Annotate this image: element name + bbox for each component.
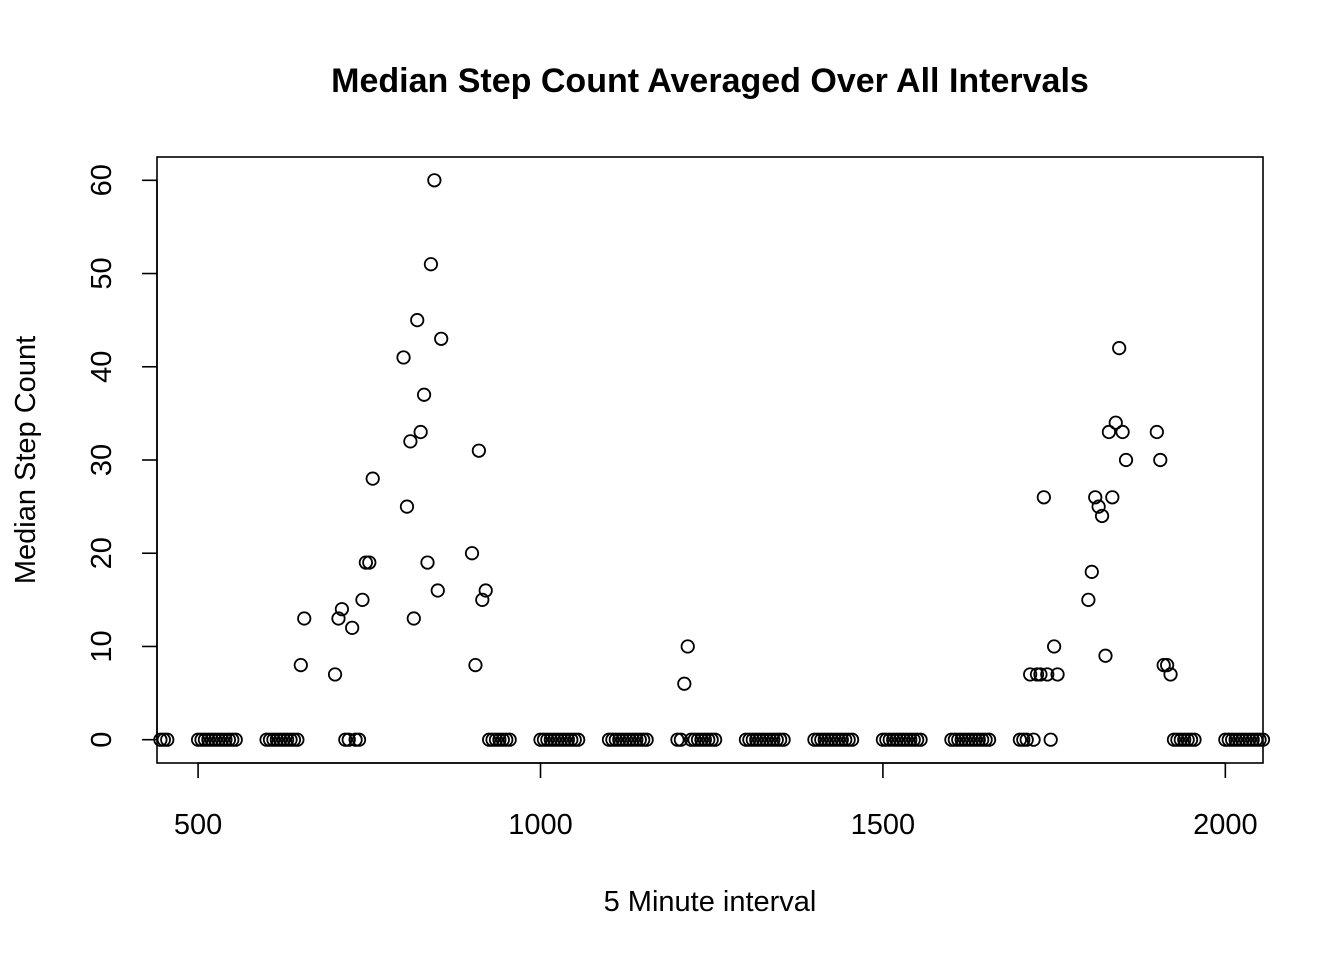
y-tick-label: 50: [86, 257, 118, 289]
data-point: [1050, 667, 1065, 682]
data-points: [153, 173, 1271, 747]
data-point: [399, 499, 415, 514]
data-point: [293, 658, 308, 673]
x-axis: 500 1000 1500 2000: [174, 762, 1258, 841]
data-point: [1118, 452, 1134, 468]
data-point: [334, 602, 350, 617]
data-point: [427, 173, 442, 188]
data-point: [1153, 452, 1168, 468]
data-point: [160, 732, 175, 747]
y-tick-label: 10: [86, 630, 118, 662]
data-point: [365, 471, 380, 486]
data-point: [468, 658, 483, 673]
data-point: [1112, 341, 1127, 356]
data-point: [677, 676, 692, 691]
data-point: [478, 583, 493, 598]
data-point: [1091, 499, 1106, 514]
data-point: [1043, 732, 1058, 747]
data-point: [1047, 639, 1062, 654]
y-tick-label: 60: [86, 164, 118, 196]
data-point: [403, 434, 418, 449]
data-point: [845, 732, 860, 747]
data-point: [471, 443, 486, 458]
data-point: [1149, 424, 1164, 440]
data-point: [464, 546, 480, 561]
data-point: [475, 592, 490, 607]
data-point: [673, 732, 688, 747]
data-point: [327, 667, 343, 682]
data-point: [1187, 732, 1202, 747]
y-tick-label: 40: [86, 351, 118, 383]
data-point: [680, 639, 695, 654]
y-axis-label: Median Step Count: [10, 336, 42, 584]
data-point: [416, 387, 432, 402]
x-tick-label: 2000: [1193, 809, 1258, 841]
data-point: [1115, 424, 1130, 440]
data-point: [355, 592, 370, 607]
data-point: [1026, 732, 1041, 747]
x-tick-label: 1500: [851, 809, 916, 841]
data-point: [1081, 592, 1096, 607]
y-axis: 0 10 20 30 40 50 60: [86, 164, 158, 748]
data-point: [362, 555, 377, 570]
data-point: [1101, 424, 1117, 440]
data-point: [1084, 564, 1099, 579]
data-point: [410, 313, 425, 328]
data-point: [396, 350, 411, 365]
data-point: [1105, 490, 1120, 505]
x-tick-label: 1000: [508, 809, 573, 841]
data-point: [351, 732, 367, 747]
data-point: [502, 732, 517, 747]
data-point: [571, 732, 586, 747]
chart-title: Median Step Count Averaged Over All Inte…: [331, 62, 1089, 100]
data-point: [1160, 658, 1175, 673]
data-point: [981, 732, 997, 747]
data-point: [1033, 667, 1048, 682]
data-point: [1088, 490, 1103, 505]
data-point: [1036, 490, 1051, 505]
data-point: [1040, 667, 1055, 682]
data-point: [1108, 415, 1123, 430]
data-point: [913, 732, 928, 747]
data-point: [423, 257, 439, 272]
plot-frame: [156, 156, 1264, 764]
data-point: [406, 611, 421, 626]
data-point: [1098, 648, 1113, 663]
data-point: [1255, 732, 1271, 747]
x-tick-label: 500: [174, 809, 222, 841]
y-tick-label: 0: [86, 732, 118, 748]
data-point: [341, 732, 356, 747]
data-point: [331, 611, 346, 626]
data-point: [1094, 508, 1110, 524]
data-point: [1019, 732, 1034, 747]
y-tick-label: 20: [86, 537, 118, 569]
data-point: [1023, 667, 1038, 682]
data-point: [776, 732, 791, 747]
data-point: [420, 555, 435, 570]
x-axis-label: 5 Minute interval: [604, 886, 817, 918]
data-point: [413, 424, 428, 440]
data-point: [430, 583, 445, 598]
data-point: [290, 732, 305, 747]
data-point: [345, 620, 360, 635]
data-point: [1163, 667, 1178, 682]
data-point: [639, 732, 654, 747]
y-tick-label: 30: [86, 444, 118, 476]
data-point: [228, 732, 243, 747]
data-point: [434, 331, 449, 346]
data-point: [297, 611, 312, 626]
data-point: [708, 732, 723, 747]
